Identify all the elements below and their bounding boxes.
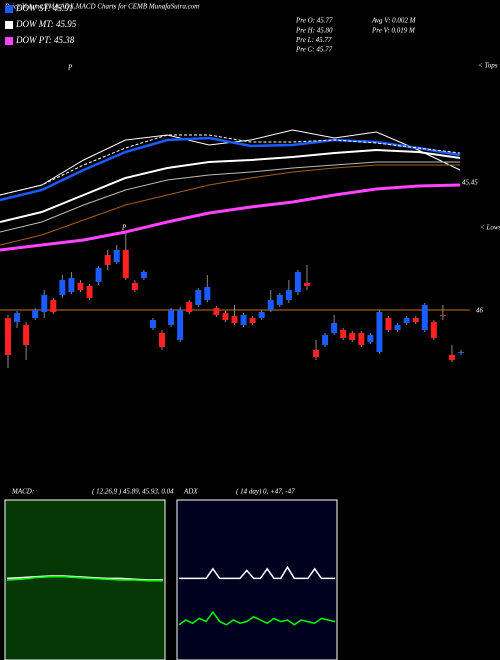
panel [176, 499, 338, 660]
candle-body [439, 315, 446, 316]
line-series [6, 576, 163, 582]
panel-subtitle: ( 14 day) 0, +47, -47 [236, 488, 295, 496]
candle-body [403, 318, 410, 323]
candle-body [385, 318, 392, 330]
line-series [178, 610, 336, 626]
candle-body [249, 318, 256, 323]
candle-body [14, 313, 21, 322]
candle-body [140, 272, 147, 278]
candle-body [77, 283, 84, 290]
candle-body [104, 255, 111, 265]
candle-body [231, 316, 238, 323]
annotation: < Tops [478, 62, 498, 70]
candle-body [394, 325, 401, 330]
info-text: Pre L: 45.77 [295, 36, 332, 44]
candle-body [285, 290, 292, 300]
candle-body [177, 310, 184, 340]
candle-body [294, 272, 301, 292]
candle-body [32, 310, 39, 318]
candle-body [331, 323, 338, 333]
info-text: Pre C: 45.77 [295, 46, 333, 54]
annotation: P [121, 224, 127, 232]
candle-body [358, 333, 365, 345]
candle-body [95, 268, 102, 282]
info-text: Pre V: 0.019 M [371, 27, 416, 35]
panel-title: MACD: [11, 488, 34, 496]
legend-label: DOW ST: 45.91 [15, 3, 73, 13]
candle-body [303, 283, 310, 286]
reference-label: 46 [476, 307, 484, 315]
candle-body [159, 333, 166, 347]
panel-title: ADX [183, 488, 198, 496]
candle-body [349, 333, 356, 340]
line-series [0, 161, 460, 233]
candle-body [412, 318, 419, 322]
candle-body [195, 290, 202, 305]
candle-body [313, 350, 320, 357]
line-series [0, 136, 461, 202]
candle-body [267, 300, 274, 310]
candle-body [168, 310, 175, 325]
page-title: Price,Volume,EMA,ADX,MACD Charts for CEM… [4, 3, 199, 11]
candle-body [258, 312, 265, 318]
legend-swatch [5, 5, 13, 13]
candle-body [149, 320, 156, 328]
candle-body [276, 295, 283, 305]
candle-body [86, 286, 93, 298]
candle-body [448, 355, 455, 360]
candle-body [122, 250, 129, 278]
info-text: Avg V: 0.002 M [371, 17, 417, 25]
info-text: Pre H: 45.80 [295, 26, 333, 34]
candle-body [213, 308, 220, 315]
candle-body [41, 295, 48, 312]
info-text: Pre O: 45.77 [295, 17, 333, 25]
panel-subtitle: ( 12,26,9 ) 45.89, 45.93, 0.04 [92, 488, 174, 496]
candle-body [340, 330, 347, 338]
candle-body [186, 302, 193, 312]
candle-body [131, 283, 138, 290]
legend-swatch [5, 21, 13, 29]
candle-body [240, 315, 247, 325]
legend-label: DOW PT: 45.38 [15, 35, 75, 45]
legend-swatch [5, 37, 13, 45]
line-series [179, 565, 335, 580]
candle-body [222, 313, 229, 320]
candle-body [5, 318, 11, 355]
candle-body [23, 325, 30, 345]
candle-body [430, 322, 437, 338]
line-series [0, 164, 460, 246]
candle-body [421, 305, 428, 330]
annotation: 45.45 [462, 179, 478, 187]
candle-body [68, 278, 75, 292]
line-series [0, 134, 461, 196]
candle-body [59, 280, 66, 295]
candle-body [367, 335, 374, 342]
annotation: P [67, 64, 73, 72]
candle-body [50, 300, 57, 312]
candle-body [458, 352, 464, 353]
line-series [6, 575, 163, 581]
candle-body [204, 287, 211, 300]
candle-body [113, 250, 120, 262]
annotation: < Lows [480, 224, 500, 232]
candle-body [376, 312, 383, 352]
line-series [0, 148, 461, 223]
line-series [0, 183, 461, 252]
candle-body [322, 335, 329, 345]
legend-label: DOW MT: 45.95 [15, 19, 77, 29]
